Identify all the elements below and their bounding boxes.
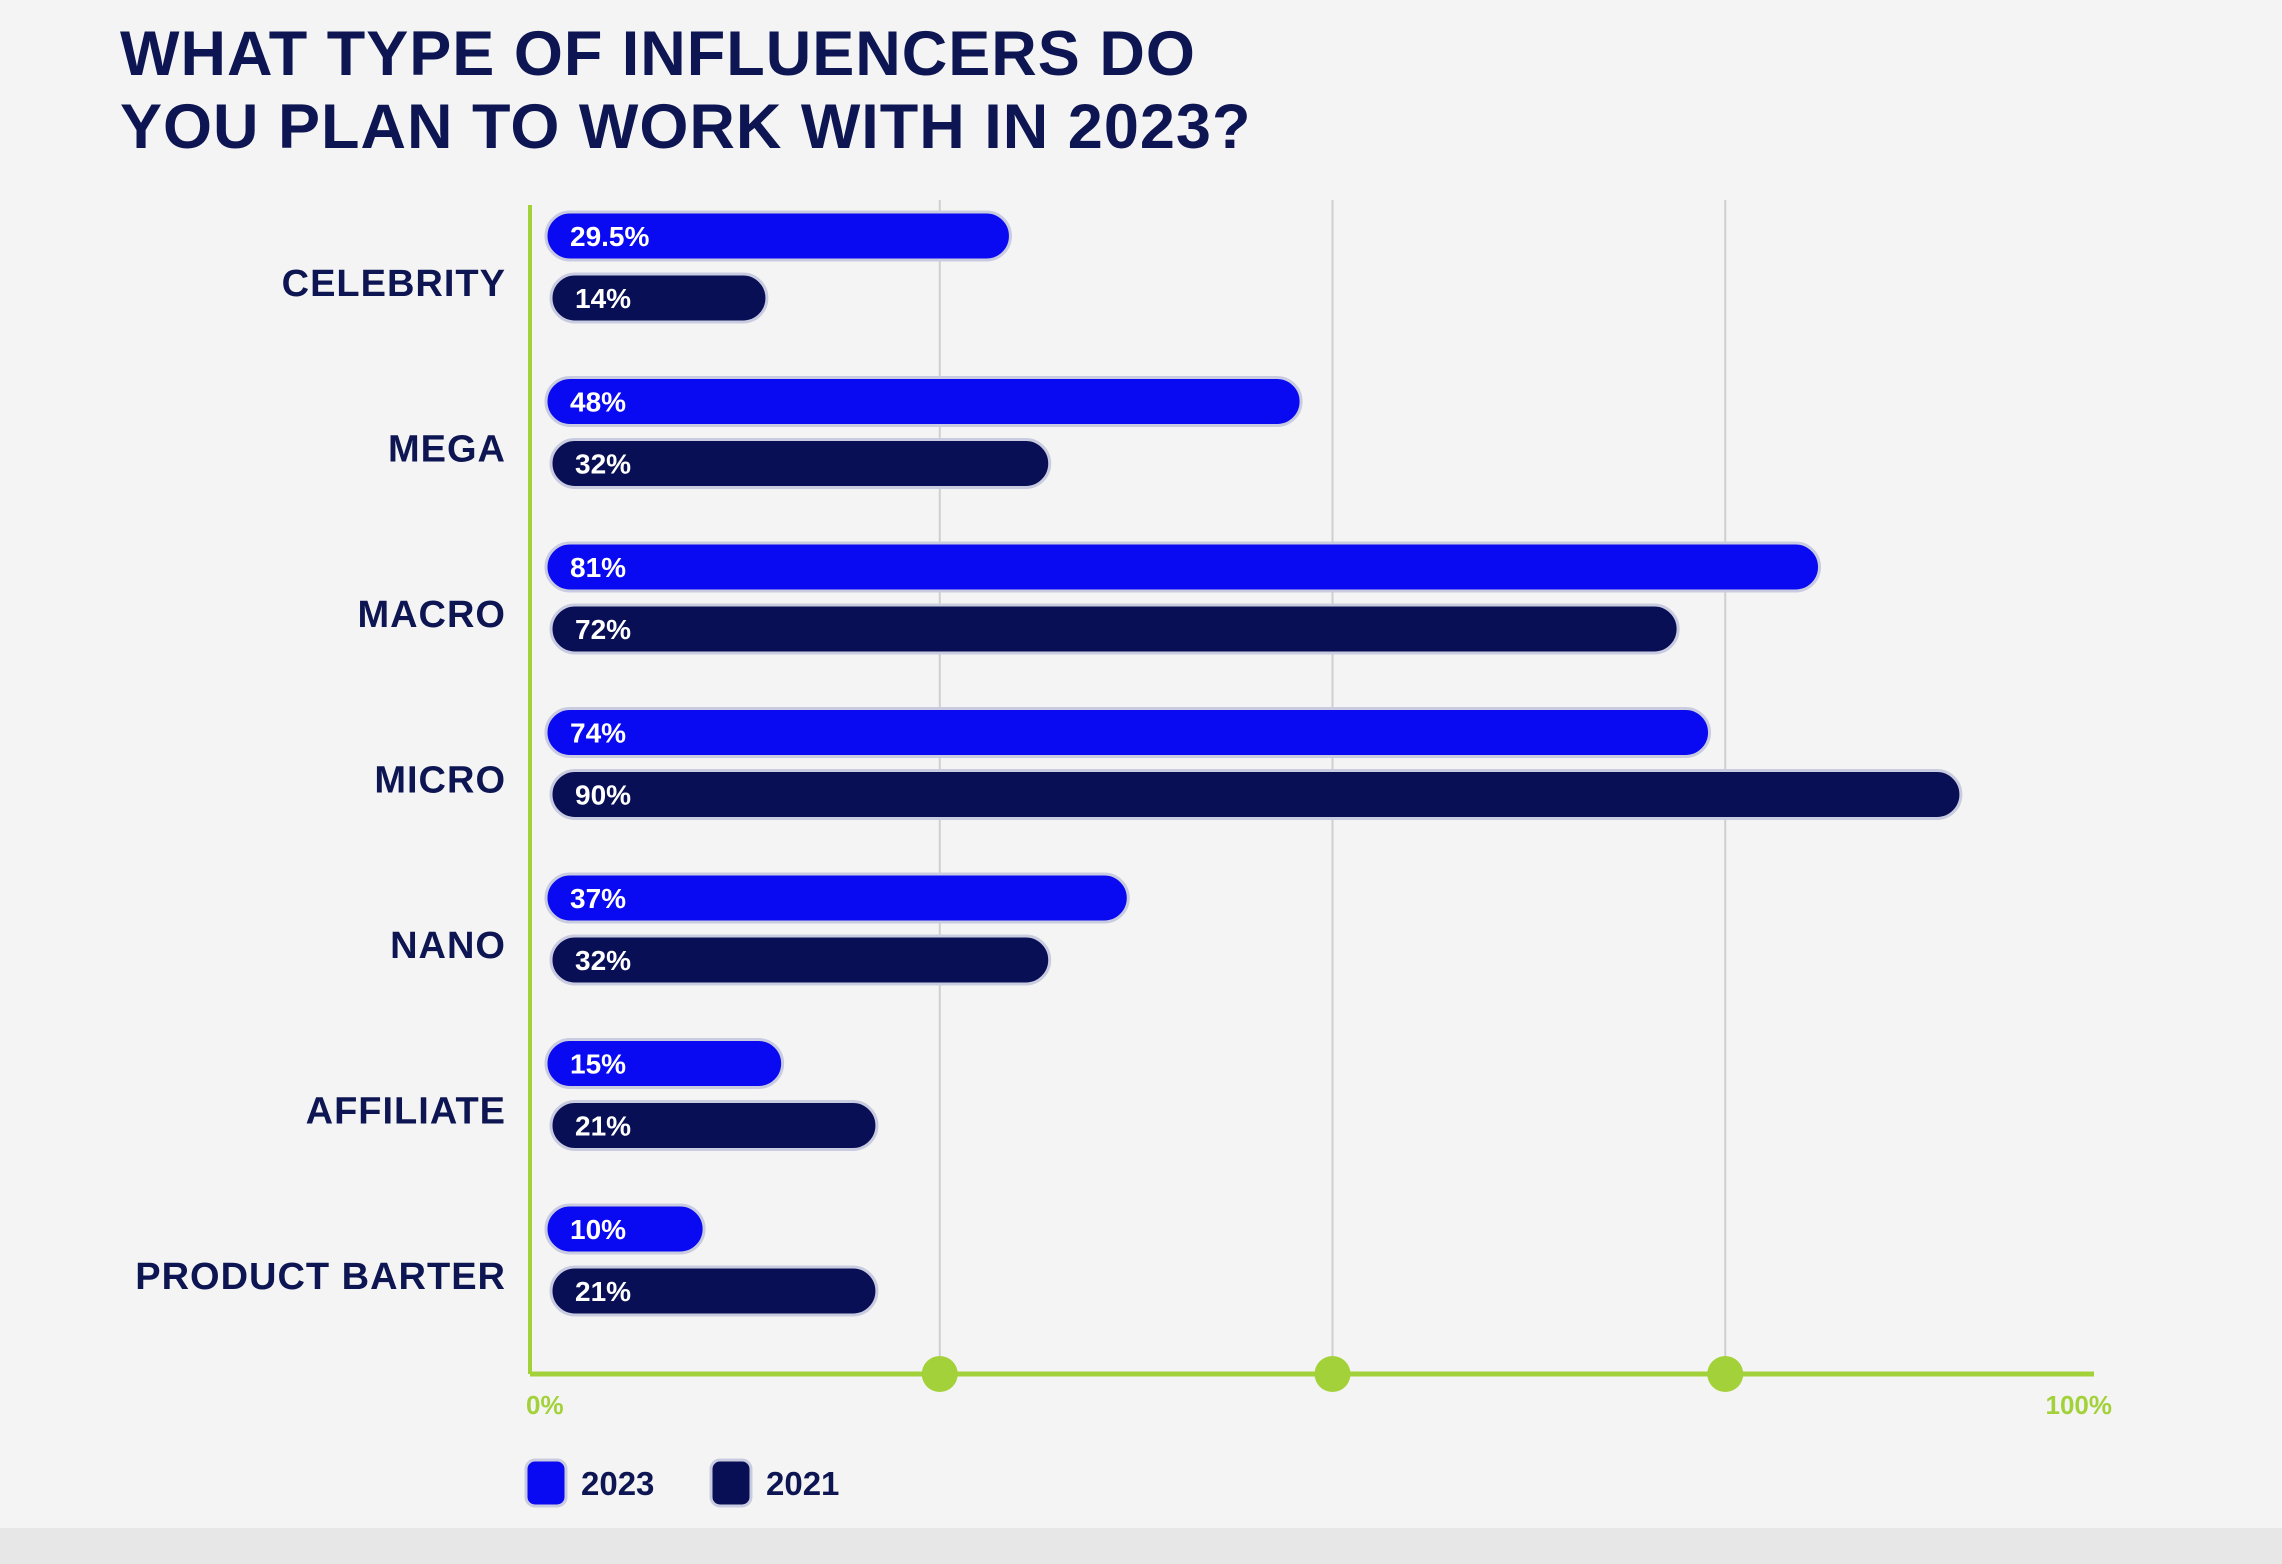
bar-macro-2021 xyxy=(549,603,1680,655)
bar-value-label: 15% xyxy=(570,1049,626,1080)
bar-value-label: 32% xyxy=(575,449,631,480)
legend-swatch-2023 xyxy=(524,1458,568,1508)
bar-macro-2023 xyxy=(544,541,1822,593)
bar-value-label: 90% xyxy=(575,780,631,811)
chart-title-line-1: WHAT TYPE OF INFLUENCERS DO xyxy=(120,19,1196,89)
bar-value-label: 74% xyxy=(570,718,626,749)
category-label-product-barter: PRODUCT BARTER xyxy=(135,1256,506,1298)
legend-swatch-2021 xyxy=(709,1458,753,1508)
bottom-edge-shade xyxy=(0,1528,2282,1564)
bar-value-label: 72% xyxy=(575,614,631,645)
bar-value-label: 29.5% xyxy=(570,221,649,252)
category-label-micro: MICRO xyxy=(374,760,506,802)
x-tick-label: 0% xyxy=(526,1390,564,1420)
legend-label-2021: 2021 xyxy=(766,1465,839,1502)
category-label-celebrity: CELEBRITY xyxy=(282,263,506,305)
bar-value-label: 10% xyxy=(570,1214,626,1245)
bar-mega-2021 xyxy=(549,438,1052,489)
category-label-nano: NANO xyxy=(390,925,506,967)
bar-nano-2021 xyxy=(549,934,1052,986)
bar-value-label: 48% xyxy=(570,387,626,418)
bar-celebrity-2021 xyxy=(549,272,769,324)
x-axis-marker-25 xyxy=(921,1356,958,1392)
bar-affiliate-2023 xyxy=(544,1038,785,1089)
bar-mega-2023 xyxy=(544,376,1303,427)
bar-micro-2023 xyxy=(544,707,1712,758)
category-label-affiliate: AFFILIATE xyxy=(306,1091,506,1133)
legend-label-2023: 2023 xyxy=(581,1465,654,1502)
bar-nano-2023 xyxy=(544,872,1130,924)
bar-product-barter-2023 xyxy=(544,1203,706,1255)
category-label-mega: MEGA xyxy=(388,429,506,471)
bar-product-barter-2021 xyxy=(549,1265,879,1317)
chart-title: WHAT TYPE OF INFLUENCERS DO YOU PLAN TO … xyxy=(120,18,1820,164)
chart-title-line-2: YOU PLAN TO WORK WITH IN 2023? xyxy=(120,92,1252,162)
bar-value-label: 21% xyxy=(575,1276,631,1307)
bar-value-label: 32% xyxy=(575,945,631,976)
x-axis-marker-50 xyxy=(1314,1356,1351,1392)
x-tick-label: 100% xyxy=(2046,1390,2113,1420)
category-label-macro: MACRO xyxy=(357,594,506,636)
bar-celebrity-2023 xyxy=(544,210,1012,262)
bar-value-label: 14% xyxy=(575,283,631,314)
bar-affiliate-2021 xyxy=(549,1100,879,1151)
bar-micro-2021 xyxy=(549,769,1963,820)
bar-value-label: 81% xyxy=(570,552,626,583)
bar-value-label: 37% xyxy=(570,883,626,914)
bar-value-label: 21% xyxy=(575,1111,631,1142)
x-axis-marker-75 xyxy=(1707,1356,1744,1392)
